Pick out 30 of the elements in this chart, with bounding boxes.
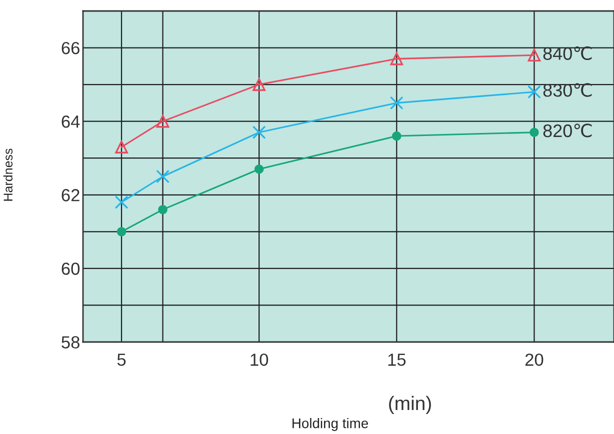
y-tick-label: 62 — [62, 189, 80, 202]
series-label: 840℃ — [543, 46, 592, 60]
y-tick-label: 66 — [62, 42, 80, 54]
x-tick-label: 15 — [388, 354, 406, 366]
x-tick-label: 5 — [117, 354, 126, 366]
series-label: 820℃ — [543, 124, 592, 138]
point — [390, 96, 404, 110]
point — [530, 128, 539, 138]
point — [114, 196, 128, 209]
series-label: 830℃ — [543, 83, 592, 97]
point — [254, 164, 264, 174]
point — [158, 204, 168, 214]
y-tick-label: 64 — [62, 116, 80, 128]
point — [252, 126, 266, 140]
point — [115, 140, 128, 154]
point — [527, 85, 541, 99]
point — [392, 131, 402, 141]
x-tick-label: 10 — [250, 354, 268, 366]
y-tick-label: 58 — [62, 336, 80, 348]
point — [528, 48, 541, 62]
point — [390, 52, 404, 66]
point — [252, 78, 266, 91]
point — [156, 114, 170, 128]
x-tick-label: 20 — [525, 354, 544, 366]
point — [116, 227, 126, 236]
text: (min) — [389, 396, 431, 414]
y-axis-title: Hardness — [3, 148, 13, 201]
point — [156, 170, 170, 184]
y-tick-label: 60 — [62, 262, 80, 275]
x-axis-title: Holding time — [292, 418, 368, 431]
